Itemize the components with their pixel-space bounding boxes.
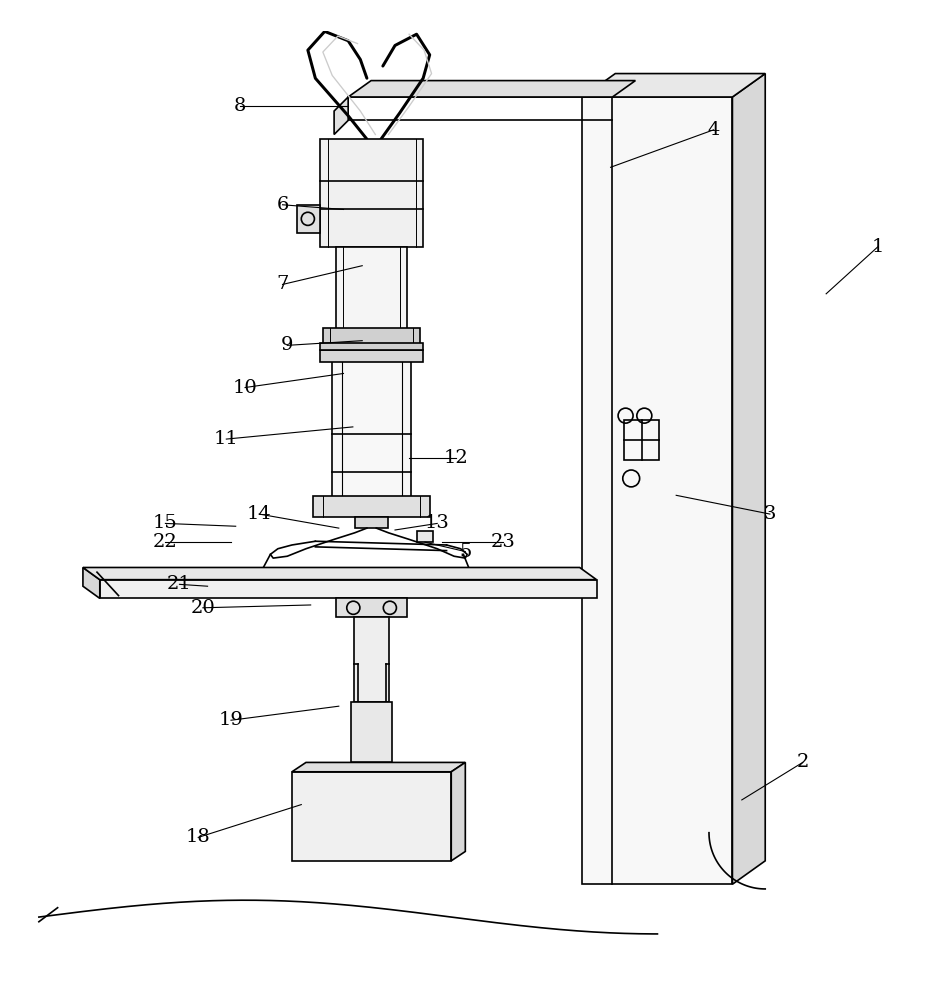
Text: 14: 14 [247, 505, 272, 523]
Bar [100, 580, 597, 598]
Bar [337, 598, 407, 617]
Text: 6: 6 [276, 196, 289, 214]
Text: 22: 22 [153, 533, 178, 551]
Polygon shape [83, 567, 100, 598]
Bar [583, 97, 732, 884]
Polygon shape [583, 74, 765, 97]
Text: 8: 8 [234, 97, 246, 115]
Polygon shape [348, 81, 635, 97]
Text: 12: 12 [444, 449, 468, 467]
Text: 1: 1 [871, 238, 884, 256]
Polygon shape [292, 762, 465, 772]
Text: 9: 9 [281, 336, 293, 354]
Bar [320, 343, 423, 350]
Text: 18: 18 [186, 828, 211, 846]
Text: 19: 19 [219, 711, 243, 729]
Text: 20: 20 [191, 599, 215, 617]
Polygon shape [732, 74, 765, 884]
Polygon shape [451, 762, 465, 861]
Bar [322, 328, 420, 345]
Bar [354, 517, 388, 528]
Text: 7: 7 [276, 275, 289, 293]
Bar [320, 139, 423, 247]
Bar [292, 772, 451, 861]
Text: 11: 11 [214, 430, 239, 448]
Text: 2: 2 [796, 753, 809, 771]
Text: 10: 10 [233, 379, 258, 397]
Text: 3: 3 [763, 505, 776, 523]
Bar [250, 578, 288, 585]
Bar [332, 345, 411, 509]
Bar [351, 702, 392, 762]
Polygon shape [83, 567, 597, 580]
Text: 5: 5 [459, 543, 472, 561]
Bar [297, 205, 320, 233]
Bar [416, 531, 433, 542]
Text: 15: 15 [153, 514, 178, 532]
Bar [624, 420, 659, 460]
Text: 21: 21 [167, 575, 192, 593]
Text: 13: 13 [425, 514, 449, 532]
Bar [353, 617, 389, 702]
Bar [313, 496, 430, 517]
Bar [336, 247, 407, 341]
Text: 23: 23 [491, 533, 515, 551]
Bar [320, 350, 423, 362]
Text: 4: 4 [708, 121, 720, 139]
Polygon shape [334, 97, 348, 134]
